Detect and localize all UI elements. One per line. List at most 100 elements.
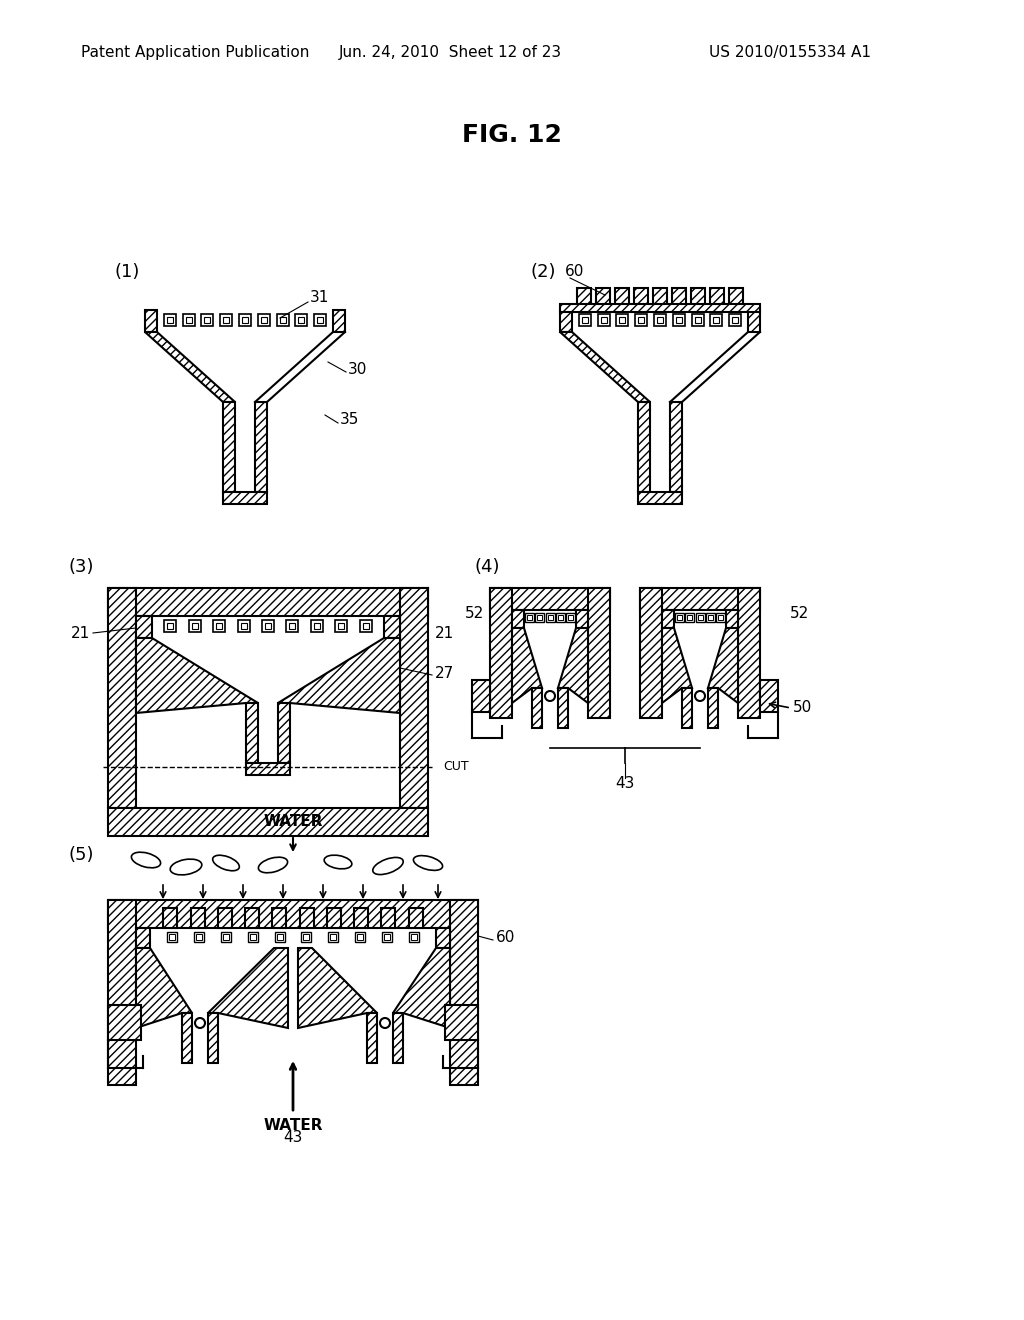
Bar — [241, 623, 247, 630]
Bar — [685, 612, 694, 622]
Bar — [732, 317, 738, 323]
Bar — [400, 587, 428, 808]
Bar — [301, 932, 311, 942]
Bar — [676, 317, 682, 323]
Bar — [558, 615, 562, 620]
Bar — [558, 688, 568, 729]
Bar — [108, 900, 478, 928]
Bar — [196, 935, 202, 940]
Text: 60: 60 — [565, 264, 585, 280]
Bar — [314, 314, 327, 326]
Bar — [445, 1005, 478, 1040]
Bar — [409, 908, 423, 928]
Bar — [638, 403, 650, 492]
Bar — [588, 587, 610, 718]
Bar — [278, 704, 290, 763]
Bar — [190, 908, 205, 928]
Bar — [654, 314, 666, 326]
Bar — [295, 314, 307, 326]
Bar — [108, 587, 136, 808]
Bar — [672, 288, 686, 310]
Bar — [620, 317, 626, 323]
Bar — [384, 616, 400, 638]
Bar — [716, 612, 725, 622]
Bar — [108, 587, 428, 616]
Bar — [575, 610, 588, 628]
Bar — [384, 935, 390, 940]
Bar — [525, 612, 535, 622]
Bar — [710, 288, 724, 310]
Bar — [675, 612, 684, 622]
Bar — [670, 403, 682, 492]
Polygon shape — [558, 628, 588, 704]
Bar — [760, 680, 778, 711]
Bar — [331, 935, 336, 940]
Bar — [359, 620, 372, 632]
Bar — [213, 620, 225, 632]
Bar — [677, 615, 682, 620]
Bar — [208, 1012, 218, 1063]
Bar — [250, 935, 256, 940]
Text: (1): (1) — [115, 263, 140, 281]
Bar — [239, 314, 251, 326]
Bar — [691, 288, 705, 310]
Bar — [329, 932, 338, 942]
Text: CUT: CUT — [443, 760, 469, 774]
Text: (2): (2) — [530, 263, 555, 281]
Bar — [657, 317, 663, 323]
Bar — [729, 314, 741, 326]
Bar — [202, 314, 213, 326]
Text: (3): (3) — [68, 558, 93, 576]
Bar — [556, 612, 564, 622]
Bar — [708, 615, 713, 620]
Bar — [748, 310, 760, 333]
Bar — [218, 908, 231, 928]
Text: (4): (4) — [475, 558, 501, 576]
Bar — [355, 932, 366, 942]
Bar — [579, 314, 591, 326]
Text: 43: 43 — [284, 1130, 303, 1146]
Bar — [729, 288, 743, 310]
Bar — [706, 612, 715, 622]
Text: 52: 52 — [465, 606, 484, 620]
Bar — [560, 304, 760, 312]
Bar — [653, 288, 667, 310]
Bar — [527, 615, 532, 620]
Text: 27: 27 — [435, 665, 455, 681]
Bar — [262, 620, 274, 632]
Bar — [490, 587, 512, 718]
Bar — [538, 615, 543, 620]
Bar — [108, 1005, 141, 1040]
Bar — [638, 317, 644, 323]
Bar — [490, 587, 610, 610]
Bar — [582, 317, 588, 323]
Bar — [311, 620, 323, 632]
Polygon shape — [136, 638, 258, 713]
Bar — [635, 314, 647, 326]
Bar — [638, 492, 682, 504]
Bar — [640, 587, 662, 718]
Bar — [274, 932, 285, 942]
Text: 50: 50 — [793, 701, 812, 715]
Bar — [242, 317, 248, 323]
Bar — [298, 317, 304, 323]
Bar — [577, 288, 591, 310]
Polygon shape — [512, 628, 542, 704]
Bar — [726, 610, 738, 628]
Bar — [640, 587, 760, 610]
Bar — [258, 314, 269, 326]
Bar — [163, 908, 177, 928]
Bar — [290, 623, 295, 630]
Bar — [714, 317, 720, 323]
Bar — [411, 935, 417, 940]
Bar — [382, 908, 395, 928]
Bar — [354, 908, 369, 928]
Bar — [367, 1012, 377, 1063]
Bar — [532, 688, 542, 729]
Bar — [108, 808, 428, 836]
Bar — [276, 935, 283, 940]
Bar — [205, 317, 210, 323]
Bar — [164, 314, 176, 326]
Bar — [450, 900, 478, 1085]
Text: 43: 43 — [615, 776, 635, 791]
